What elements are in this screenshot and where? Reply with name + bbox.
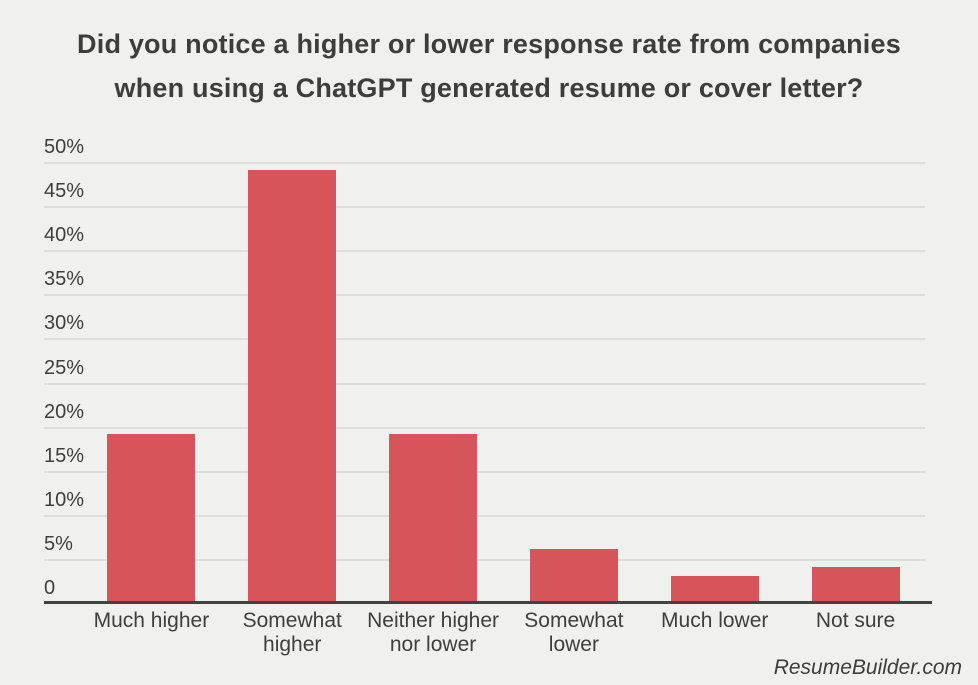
x-label-somewhat-higher: Somewhat higher	[242, 609, 342, 656]
y-tick-label-50-: 50%	[44, 136, 85, 158]
gridline-30-	[44, 338, 925, 341]
bar-slot-much-lower	[644, 162, 785, 602]
y-tick-label-30-: 30%	[44, 312, 85, 335]
bar-neither-higher-nor-lower	[389, 434, 478, 602]
x-label-not-sure: Not sure	[815, 609, 896, 632]
x-label-slot-somewhat-lower: Somewhat lower	[503, 609, 644, 657]
x-label-much-higher: Much higher	[93, 609, 210, 632]
x-label-slot-somewhat-higher: Somewhat higher	[222, 609, 363, 657]
bar-somewhat-lower	[529, 549, 618, 602]
y-tick-label-5-: 5%	[44, 532, 73, 555]
x-label-slot-not-sure: Not sure	[785, 609, 926, 657]
gridline-5-	[44, 558, 925, 561]
y-tick-label-20-: 20%	[44, 400, 85, 423]
gridline-15-	[44, 470, 925, 473]
gridline-25-	[44, 382, 925, 385]
y-tick-label-15-: 15%	[44, 444, 85, 467]
attribution-text: ResumeBuilder.com	[773, 656, 962, 679]
bar-slot-somewhat-higher	[222, 162, 363, 602]
chart-title-line-2: when using a ChatGPT generated resume or…	[114, 73, 864, 103]
bar-much-lower	[670, 575, 759, 602]
x-axis-labels: Much higher Somewhat higher Neither higher…	[81, 609, 926, 657]
bar-somewhat-higher	[248, 169, 337, 602]
x-axis-line	[44, 601, 932, 604]
chart-title-line-1: Did you notice a higher or lower respons…	[77, 29, 901, 59]
gridline-40-	[44, 250, 925, 253]
gridline-50-	[44, 162, 925, 164]
x-label-slot-much-lower: Much lower	[644, 609, 785, 657]
bar-slot-neither-higher-nor-lower	[363, 162, 504, 602]
bar-much-higher	[107, 434, 196, 602]
bar-slot-not-sure	[785, 162, 926, 602]
y-tick-label-0: 0	[44, 577, 56, 599]
y-tick-label-25-: 25%	[44, 356, 85, 379]
bar-not-sure	[811, 566, 900, 602]
x-label-slot-much-higher: Much higher	[81, 609, 222, 657]
gridline-35-	[44, 294, 925, 297]
bar-slot-somewhat-lower	[503, 162, 644, 602]
y-tick-label-40-: 40%	[44, 224, 85, 247]
gridline-20-	[44, 426, 925, 429]
gridline-10-	[44, 514, 925, 517]
x-label-somewhat-lower: Somewhat lower	[524, 609, 624, 656]
chart-title: Did you notice a higher or lower respons…	[0, 22, 978, 110]
x-label-much-lower: Much lower	[661, 609, 769, 632]
bar-slot-much-higher	[81, 162, 222, 602]
bars-container	[81, 162, 926, 602]
y-tick-label-45-: 45%	[44, 180, 85, 203]
y-tick-label-35-: 35%	[44, 268, 85, 291]
gridline-45-	[44, 206, 925, 209]
x-label-slot-neither-higher-nor-lower: Neither higher nor lower	[363, 609, 504, 657]
x-label-neither-higher-nor-lower: Neither higher nor lower	[367, 609, 500, 656]
y-tick-label-10-: 10%	[44, 488, 85, 511]
